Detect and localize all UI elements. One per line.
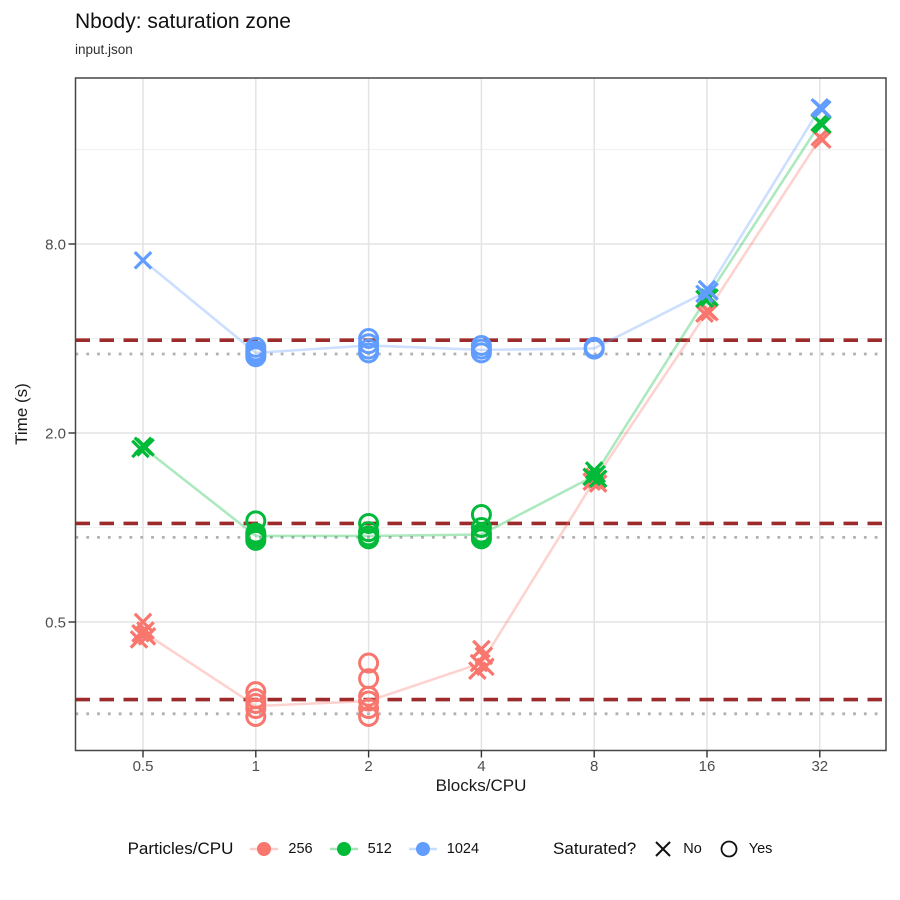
legend-key-point xyxy=(257,842,272,856)
legend-label-no: No xyxy=(683,841,702,857)
data-point-x xyxy=(129,630,149,649)
point-line-icon xyxy=(408,842,437,856)
data-point-circle xyxy=(358,342,380,364)
chart-subtitle: input.json xyxy=(75,42,133,57)
data-point-x xyxy=(582,467,602,487)
legend-title-saturated: Saturated? xyxy=(553,839,637,858)
legend-label-yes: Yes xyxy=(748,841,773,857)
data-point-circle xyxy=(245,706,267,727)
x-axis-title: Blocks/CPU xyxy=(435,776,527,795)
data-point-x xyxy=(812,115,832,134)
data-point-x xyxy=(700,302,719,322)
plot-area: 0.5 1 2 4 8 16 32 8.0 2.0 0.5 xyxy=(45,77,887,775)
x-shape-icon xyxy=(655,841,671,857)
data-point-circle xyxy=(358,333,380,355)
data-point-circle xyxy=(245,698,267,720)
data-point-circle xyxy=(358,690,380,712)
data-point-x xyxy=(695,284,714,304)
legend-key-512: 512 xyxy=(327,838,392,860)
x-tick-label: 4 xyxy=(477,758,485,775)
legend-key-yes: Yes xyxy=(716,838,773,860)
y-tick-label: 8.0 xyxy=(45,237,66,254)
data-point-circle xyxy=(245,529,267,551)
data-point-circle xyxy=(358,706,380,727)
data-point-circle xyxy=(245,346,267,368)
legend-key-1024: 1024 xyxy=(406,838,479,860)
chart-title: Nbody: saturation zone xyxy=(75,10,291,33)
x-tick-label: 2 xyxy=(364,758,372,775)
legend-label-256: 256 xyxy=(288,841,313,857)
legend: Particles/CPU 256 512 1024 Saturated? No… xyxy=(0,838,900,860)
data-point-x xyxy=(468,661,487,680)
data-point-circle xyxy=(358,528,380,550)
x-tick-label: 32 xyxy=(811,758,828,775)
y-axis-title: Time (s) xyxy=(12,383,31,445)
data-point-circle xyxy=(470,342,492,364)
legend-key-circle xyxy=(720,840,738,858)
data-point-x xyxy=(700,282,719,301)
x-tick-label: 8 xyxy=(590,758,598,775)
data-point-x xyxy=(131,439,150,459)
legend-label-512: 512 xyxy=(367,841,392,857)
data-point-x xyxy=(136,438,155,457)
y-tick-label: 2.0 xyxy=(45,426,66,443)
data-point-circle xyxy=(358,698,380,720)
data-point-circle xyxy=(470,517,492,538)
data-point-circle xyxy=(583,338,605,360)
legend-key-256: 256 xyxy=(247,838,313,860)
data-point-circle xyxy=(358,652,380,674)
y-tick-label: 0.5 xyxy=(45,615,66,632)
data-point-x xyxy=(588,469,608,489)
legend-key-x xyxy=(655,841,671,857)
x-tick-label: 1 xyxy=(252,758,260,775)
data-point-x xyxy=(695,304,714,323)
legend-key-point xyxy=(336,842,351,856)
circle-shape-icon xyxy=(720,840,738,858)
data-point-x xyxy=(812,99,832,119)
data-point-circle xyxy=(470,528,492,550)
point-line-icon xyxy=(250,842,279,856)
x-tick-label: 0.5 xyxy=(133,758,154,775)
legend-key-no: No xyxy=(650,838,702,860)
point-line-icon xyxy=(329,842,358,856)
legend-label-1024: 1024 xyxy=(446,841,480,857)
x-tick-label: 16 xyxy=(699,758,716,775)
legend-title-particles: Particles/CPU xyxy=(127,839,234,858)
legend-key-point xyxy=(415,842,430,856)
data-point-circle xyxy=(358,512,380,534)
data-point-x xyxy=(133,250,153,270)
data-point-x xyxy=(812,130,832,149)
